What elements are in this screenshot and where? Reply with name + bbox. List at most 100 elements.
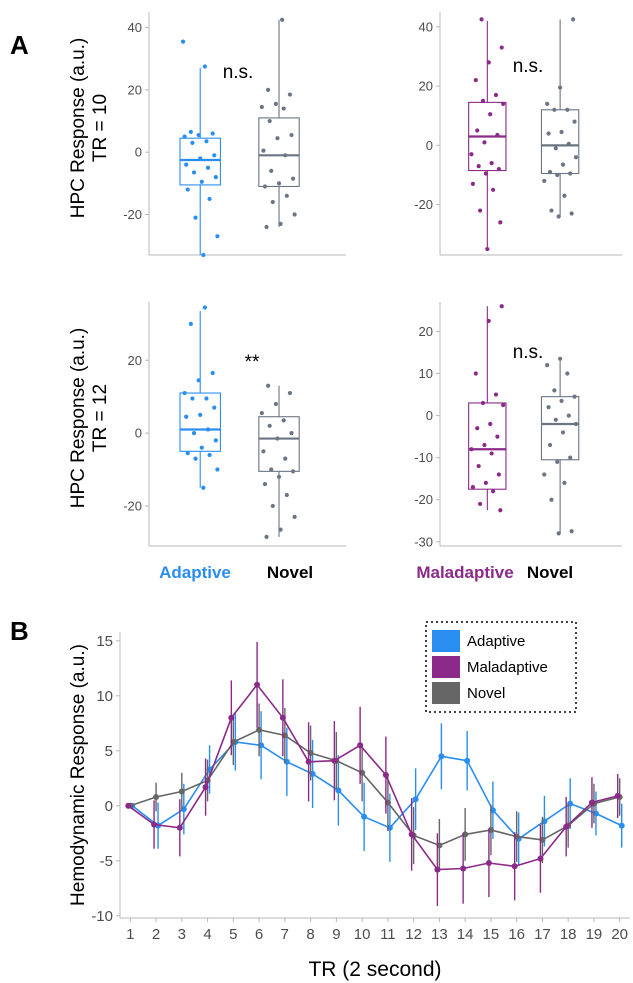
data-point	[178, 788, 185, 795]
data-point	[283, 456, 288, 461]
data-point	[185, 451, 190, 456]
data-point	[473, 78, 478, 83]
data-point	[151, 821, 158, 828]
data-point	[568, 455, 573, 460]
series-novel	[127, 703, 623, 872]
data-point	[198, 412, 203, 417]
data-point	[202, 305, 208, 310]
data-point	[476, 463, 481, 469]
data-point	[408, 831, 415, 838]
x-tick-label: 16	[508, 926, 525, 943]
x-tick-label: 8	[306, 926, 314, 943]
data-point	[545, 363, 550, 368]
category-label-novel-right: Novel	[527, 563, 573, 582]
data-point	[480, 400, 486, 406]
data-point	[412, 796, 419, 803]
data-point	[259, 104, 264, 110]
legend-label: Maladaptive	[467, 659, 548, 676]
y-tick-label: -20	[414, 492, 433, 507]
data-point	[262, 481, 268, 487]
data-point	[190, 140, 195, 145]
data-point	[331, 757, 338, 764]
x-tick-label: 20	[611, 926, 628, 943]
series-line	[130, 729, 620, 847]
data-point	[292, 514, 297, 519]
data-point	[284, 193, 289, 198]
data-point	[478, 501, 483, 507]
data-point	[201, 252, 206, 258]
data-point	[265, 383, 271, 388]
boxplot-tr10-maladaptive: -20 0 20 40 n.s.	[414, 12, 622, 256]
data-point	[556, 214, 561, 219]
y-tick-label: 0	[426, 408, 433, 423]
data-point	[290, 469, 296, 474]
x-tick-label: 12	[405, 926, 422, 943]
data-point	[256, 726, 263, 733]
data-point	[489, 161, 494, 166]
data-point	[501, 402, 506, 408]
y-tick-label: 15	[96, 633, 113, 650]
y-tick-label: -5	[100, 853, 113, 870]
significance-label: n.s.	[513, 56, 544, 77]
data-point	[280, 17, 285, 22]
data-point	[199, 179, 204, 184]
legend-label: Novel	[467, 685, 505, 702]
data-point	[193, 215, 198, 220]
data-point	[278, 221, 283, 226]
significance-label: n.s.	[513, 342, 544, 363]
data-point	[552, 107, 557, 112]
y-tick-label: 10	[96, 688, 113, 705]
data-point	[483, 171, 488, 176]
data-point	[199, 445, 204, 450]
data-point	[563, 823, 570, 830]
data-point	[569, 211, 574, 216]
data-point	[269, 168, 274, 173]
data-point	[210, 131, 215, 136]
category-label-adaptive: Adaptive	[159, 563, 231, 582]
data-point	[176, 824, 183, 831]
data-point	[289, 132, 294, 138]
data-point	[284, 492, 289, 498]
data-point	[555, 172, 560, 178]
data-point	[207, 452, 212, 458]
x-tick-label: 7	[281, 926, 289, 943]
y-tick-label: 20	[419, 79, 433, 94]
x-tick-label: 5	[229, 926, 237, 943]
data-point	[269, 467, 274, 472]
data-point	[270, 503, 275, 509]
data-point	[547, 442, 553, 448]
data-point	[565, 107, 570, 112]
data-point	[496, 472, 501, 477]
data-point	[486, 318, 491, 324]
data-point	[382, 772, 389, 778]
data-point	[193, 456, 198, 461]
y-tick-label: 0	[135, 145, 142, 160]
data-point	[488, 421, 493, 427]
x-tick-label: 1	[126, 926, 134, 943]
box-iqr	[258, 416, 300, 472]
data-point	[273, 101, 278, 107]
data-point	[361, 813, 368, 820]
data-point	[202, 64, 208, 69]
data-point	[573, 421, 579, 427]
x-tick-label: 13	[431, 926, 448, 943]
data-point	[485, 860, 492, 866]
data-point	[289, 431, 294, 436]
data-point	[478, 208, 483, 213]
data-point	[546, 405, 551, 410]
data-point	[279, 714, 286, 721]
data-point	[264, 534, 269, 539]
data-point	[275, 436, 280, 441]
data-point	[618, 822, 625, 829]
legend-swatch	[432, 656, 460, 678]
y-axis-title-tr: TR = 12	[90, 384, 111, 452]
data-point	[438, 753, 445, 760]
data-point	[290, 176, 296, 181]
data-point	[287, 390, 293, 396]
y-tick-label: -30	[414, 534, 433, 549]
data-point	[556, 531, 561, 536]
data-point	[267, 423, 272, 428]
data-point	[499, 304, 504, 309]
data-point	[553, 417, 558, 422]
